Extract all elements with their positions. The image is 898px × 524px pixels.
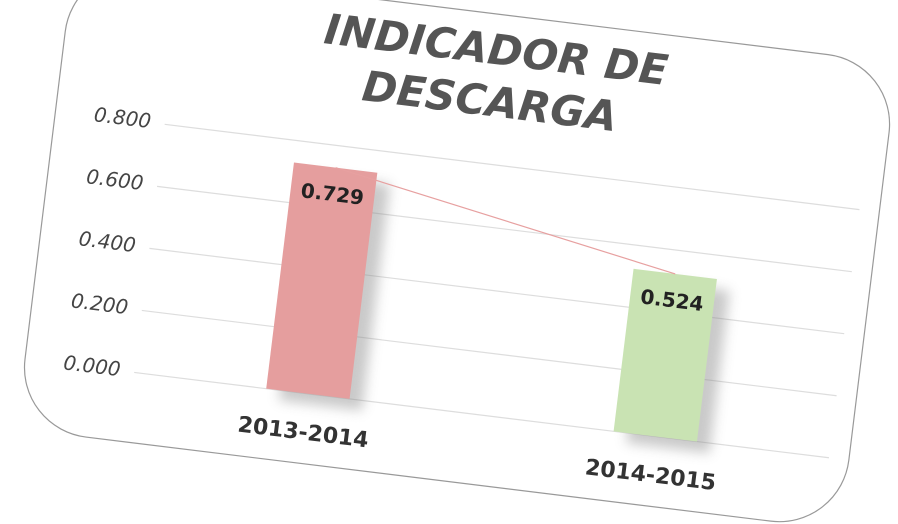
- grid-line: [134, 371, 830, 459]
- grid-line: [156, 185, 852, 273]
- bar: [266, 162, 378, 399]
- chart-card: INDICADOR DE DESCARGA 0.0000.2000.4000.6…: [23, 0, 891, 523]
- grid-line: [164, 123, 860, 211]
- bar: [613, 268, 717, 442]
- grid-line: [141, 309, 837, 397]
- grid-line: [149, 247, 845, 335]
- trend-line: [335, 167, 676, 275]
